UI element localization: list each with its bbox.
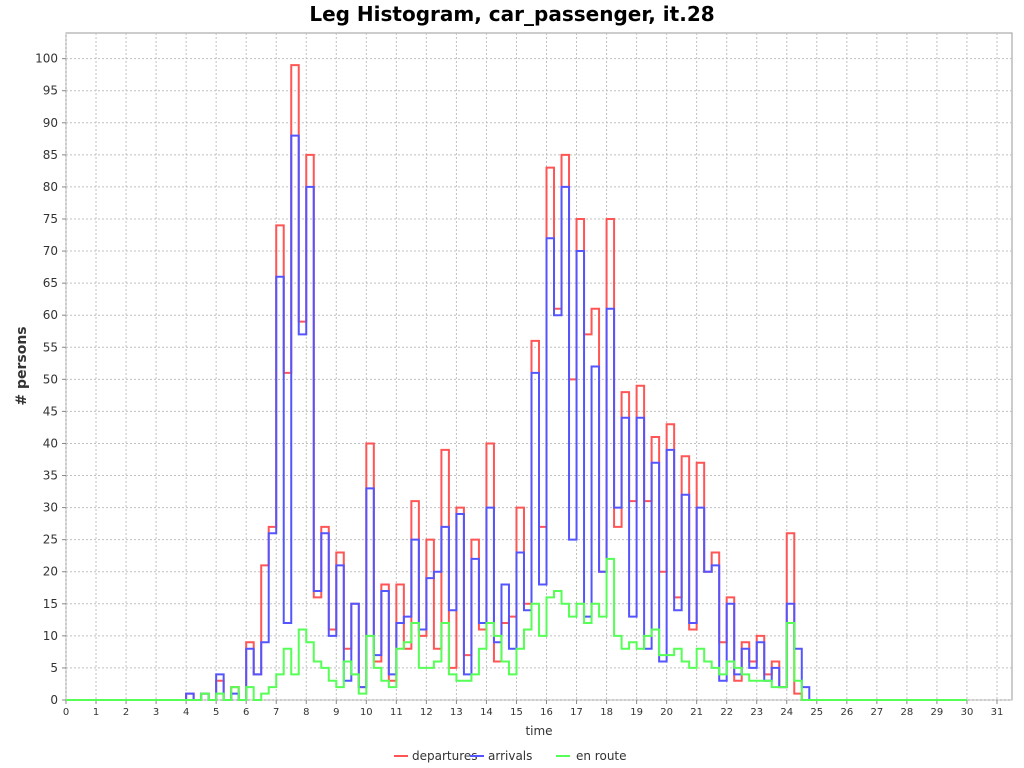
y-tick-label: 5 — [50, 661, 58, 675]
x-tick-label: 17 — [570, 707, 583, 718]
x-tick-label: 22 — [720, 707, 733, 718]
y-axis-title: # persons — [14, 326, 30, 405]
x-tick-label: 14 — [480, 707, 493, 718]
x-tick-label: 30 — [961, 707, 974, 718]
x-tick-label: 15 — [510, 707, 523, 718]
x-tick-label: 16 — [540, 707, 553, 718]
x-tick-label: 0 — [63, 707, 69, 718]
x-tick-label: 18 — [600, 707, 613, 718]
y-tick-label: 55 — [43, 340, 58, 354]
x-tick-label: 9 — [333, 707, 339, 718]
x-tick-label: 13 — [450, 707, 463, 718]
x-tick-label: 23 — [750, 707, 763, 718]
x-tick-label: 29 — [931, 707, 944, 718]
y-tick-label: 30 — [43, 501, 58, 515]
y-tick-label: 20 — [43, 565, 58, 579]
y-tick-label: 95 — [43, 84, 58, 98]
x-tick-label: 27 — [870, 707, 883, 718]
x-tick-label: 8 — [303, 707, 309, 718]
y-tick-label: 50 — [43, 372, 58, 386]
legend-label-arrivals: arrivals — [488, 749, 532, 763]
x-tick-label: 3 — [153, 707, 159, 718]
y-tick-label: 40 — [43, 436, 58, 450]
y-tick-label: 100 — [35, 52, 58, 66]
x-tick-label: 7 — [273, 707, 279, 718]
x-tick-label: 2 — [123, 707, 129, 718]
y-tick-label: 75 — [43, 212, 58, 226]
chart-title: Leg Histogram, car_passenger, it.28 — [309, 2, 715, 26]
x-tick-label: 26 — [840, 707, 853, 718]
x-tick-label: 6 — [243, 707, 249, 718]
x-axis-title: time — [525, 724, 552, 738]
x-tick-label: 25 — [810, 707, 823, 718]
legend: departures arrivals en route — [394, 749, 627, 763]
series-en-route-line — [66, 557, 967, 701]
x-tick-label: 4 — [183, 707, 189, 718]
x-axis: 0 1 2 3 4 5 6 7 8 9 10 11 12 13 14 15 16 17 18 19 20 21 22 23 24… — [63, 700, 1004, 718]
y-tick-label: 25 — [43, 533, 58, 547]
x-tick-label: 10 — [360, 707, 373, 718]
x-tick-label: 24 — [780, 707, 793, 718]
x-tick-label: 28 — [901, 707, 914, 718]
legend-label-en-route: en route — [576, 749, 627, 763]
y-tick-label: 85 — [43, 148, 58, 162]
x-tick-label: 5 — [213, 707, 219, 718]
x-tick-label: 31 — [991, 707, 1004, 718]
y-tick-label: 80 — [43, 180, 58, 194]
series-departures-line — [66, 64, 967, 701]
x-tick-label: 11 — [390, 707, 403, 718]
y-tick-label: 15 — [43, 597, 58, 611]
y-tick-label: 35 — [43, 469, 58, 483]
y-axis: 0 5 10 15 20 25 30 35 40 45 50 55 60 65 70 75 80 85 90 95 10… — [35, 52, 66, 707]
y-tick-label: 90 — [43, 116, 58, 130]
y-tick-label: 70 — [43, 244, 58, 258]
series-group — [66, 64, 967, 701]
x-tick-label: 20 — [660, 707, 673, 718]
x-tick-label: 19 — [630, 707, 643, 718]
y-tick-label: 60 — [43, 308, 58, 322]
y-tick-label: 45 — [43, 404, 58, 418]
x-tick-label: 1 — [93, 707, 99, 718]
x-tick-label: 21 — [690, 707, 703, 718]
legend-label-departures: departures — [412, 749, 478, 763]
y-tick-label: 10 — [43, 629, 58, 643]
x-tick-label: 12 — [420, 707, 433, 718]
y-tick-label: 0 — [50, 693, 58, 707]
series-arrivals-line — [66, 134, 967, 701]
y-tick-label: 65 — [43, 276, 58, 290]
